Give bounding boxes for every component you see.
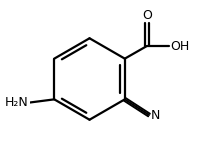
Text: O: O — [142, 9, 152, 22]
Text: H₂N: H₂N — [5, 96, 29, 109]
Text: OH: OH — [170, 40, 189, 53]
Text: N: N — [150, 109, 160, 122]
